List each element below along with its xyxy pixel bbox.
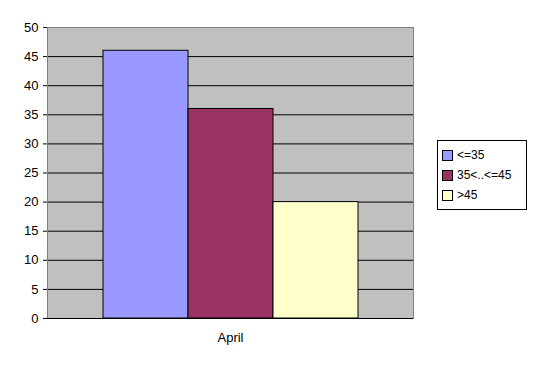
svg-text:0: 0 (31, 311, 38, 326)
svg-text:30: 30 (24, 136, 38, 151)
svg-text:40: 40 (24, 78, 38, 93)
svg-text:15: 15 (24, 223, 38, 238)
svg-text:5: 5 (31, 282, 38, 297)
svg-text:20: 20 (24, 194, 38, 209)
html-text:>45: >45 (457, 188, 478, 202)
svg-text:25: 25 (24, 165, 38, 180)
svg-text:10: 10 (24, 252, 38, 267)
html-text:35<..<=45: 35<..<=45 (457, 168, 512, 182)
svg-text:April: April (217, 330, 243, 345)
html-text:<=35: <=35 (457, 148, 485, 162)
svg-text:50: 50 (24, 20, 38, 35)
svg-text:45: 45 (24, 49, 38, 64)
svg-text:35: 35 (24, 107, 38, 122)
